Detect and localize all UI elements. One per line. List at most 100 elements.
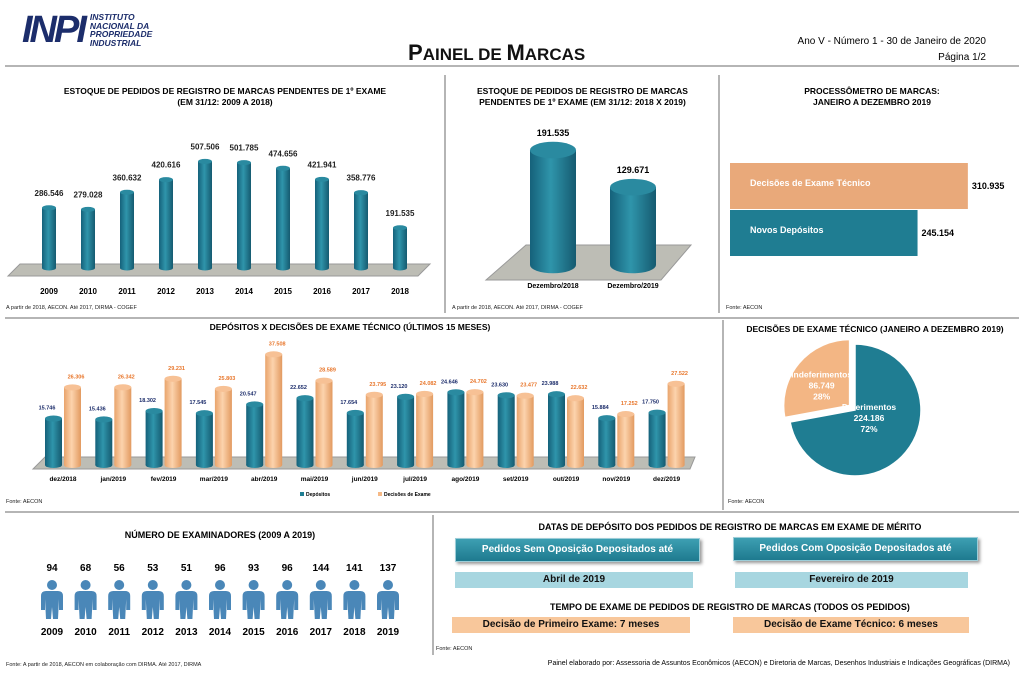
bar-base <box>530 257 576 274</box>
bar-top <box>548 391 565 397</box>
data-label: 23.988 <box>542 381 559 387</box>
bar-base <box>366 462 383 468</box>
person-icon <box>41 580 63 619</box>
data-label: 23.795 <box>369 382 386 388</box>
logo-mark: INPI <box>22 12 84 48</box>
data-label: 144 <box>312 563 329 574</box>
x-tick-label: Dezembro/2019 <box>607 283 658 290</box>
data-label: 26.306 <box>68 374 85 380</box>
bar-base <box>81 265 95 270</box>
data-label: 279.028 <box>74 190 103 199</box>
bar <box>42 208 56 268</box>
x-tick-label: 2014 <box>209 627 232 638</box>
bar-base <box>316 462 333 468</box>
x-tick-label: 2012 <box>157 287 175 296</box>
x-tick-label: 2010 <box>74 627 97 638</box>
data-label: 53 <box>147 563 159 574</box>
bar-top <box>114 384 131 390</box>
bar <box>159 180 173 268</box>
bar-top <box>42 205 56 210</box>
stock-chart-title: ESTOQUE DE PEDIDOS DE REGISTRO DE MARCAS… <box>30 86 420 108</box>
bar <box>393 228 407 268</box>
bar <box>530 150 576 265</box>
person-icon <box>276 580 298 619</box>
bar-top <box>198 159 212 164</box>
x-tick-label: 2009 <box>40 287 58 296</box>
decisions-pie-chart: Indeferimentos86.74928%Deferimentos224.1… <box>724 335 1024 495</box>
bar <box>397 397 414 465</box>
bar-top <box>265 351 282 357</box>
stock-compare-source: A partir de 2018, AECON. Até 2017, DIRMA… <box>452 305 583 311</box>
bar-top <box>215 386 232 392</box>
exame-tecnico: Decisão de Exame Técnico: 6 meses <box>733 617 969 633</box>
legend-label: Depósitos <box>306 492 330 498</box>
bar-top <box>81 207 95 212</box>
bar-base <box>95 462 112 468</box>
divider <box>5 511 1019 513</box>
bar <box>598 418 615 465</box>
legend-swatch <box>300 492 304 496</box>
bar <box>276 168 290 268</box>
x-tick-label: jun/2019 <box>351 476 378 483</box>
bar <box>265 354 282 465</box>
data-label: 17.252 <box>621 401 638 407</box>
bar-top <box>316 378 333 384</box>
x-tick-label: 2012 <box>142 627 165 638</box>
bar-base <box>466 462 483 468</box>
data-label: 18.302 <box>139 398 156 404</box>
data-label: 37.508 <box>269 341 286 347</box>
x-tick-label: nov/2019 <box>602 476 630 483</box>
processometro-source: Fonte: AECON <box>726 305 762 311</box>
datas-title: DATAS DE DEPÓSITO DOS PEDIDOS DE REGISTR… <box>440 522 1020 533</box>
bar-top <box>567 395 584 401</box>
data-label: 23.120 <box>391 384 408 390</box>
bar-base <box>64 462 81 468</box>
data-label: 22.632 <box>571 385 588 391</box>
data-label: 24.082 <box>420 381 437 387</box>
com-oposicao-label: Pedidos Com Oposição Depositados até <box>733 537 978 561</box>
bar-base <box>159 265 173 270</box>
x-tick-label: jan/2019 <box>99 476 126 483</box>
bar-top <box>297 395 314 401</box>
bar-base <box>45 462 62 468</box>
bar-base <box>668 462 685 468</box>
bar-top <box>649 410 666 416</box>
data-label: 420.616 <box>152 161 181 170</box>
category-label: Decisões de Exame Técnico <box>750 178 871 188</box>
data-label: 507.506 <box>191 142 220 151</box>
data-label: 474.656 <box>269 149 298 158</box>
stock-chart-source: A partir de 2018, AECON. Até 2017, DIRMA… <box>6 305 137 311</box>
inpi-logo: INPI INSTITUTO NACIONAL DA PROPRIEDADE I… <box>22 12 152 48</box>
bar-base <box>165 462 182 468</box>
bar <box>165 379 182 465</box>
bar <box>95 419 112 465</box>
bar-top <box>159 177 173 182</box>
x-tick-label: 2017 <box>310 627 333 638</box>
floor <box>486 245 691 280</box>
bar-base <box>416 462 433 468</box>
data-label: 28.589 <box>319 368 336 374</box>
bar-base <box>315 265 329 270</box>
com-oposicao-value: Fevereiro de 2019 <box>735 572 968 588</box>
bar-top <box>530 142 576 159</box>
bar-top <box>617 411 634 417</box>
bar-top <box>517 393 534 399</box>
bar <box>517 396 534 465</box>
bar <box>198 161 212 268</box>
bar-base <box>649 462 666 468</box>
x-tick-label: abr/2019 <box>251 476 278 483</box>
page-title: PAINEL DE MARCAS <box>408 40 585 66</box>
data-label: 137 <box>380 563 397 574</box>
data-label: 26.342 <box>118 374 135 380</box>
bar-top <box>668 381 685 387</box>
bar-top <box>598 415 615 421</box>
x-tick-label: 2016 <box>276 627 299 638</box>
bar-top <box>196 410 213 416</box>
data-label: 24.646 <box>441 379 458 385</box>
data-label: 15.746 <box>39 406 56 412</box>
data-label: 56 <box>114 563 126 574</box>
divider <box>5 317 1019 319</box>
x-tick-label: 2015 <box>242 627 265 638</box>
x-tick-label: 2018 <box>343 627 366 638</box>
bar-top <box>45 415 62 421</box>
